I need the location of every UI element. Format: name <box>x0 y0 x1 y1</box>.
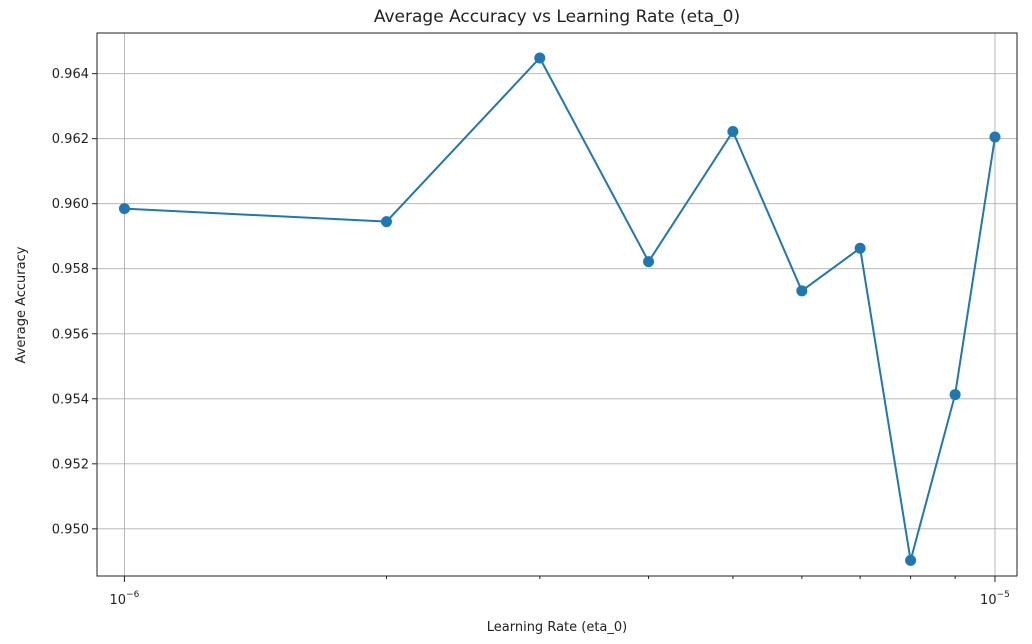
grid-lines <box>97 33 1017 576</box>
y-tick-label: 0.962 <box>52 132 89 147</box>
data-point <box>534 52 546 64</box>
data-point <box>796 285 808 297</box>
x-tick-label-exponent: −6 <box>126 590 140 600</box>
data-point <box>854 242 866 254</box>
x-tick-label: 10−6 <box>110 590 140 608</box>
x-axis: 10−6 10−5 <box>110 576 1010 608</box>
y-tick-label: 0.956 <box>52 327 89 342</box>
x-tick-label-base: 10 <box>980 593 997 608</box>
data-markers <box>118 52 1001 566</box>
x-tick-label-exponent: −5 <box>997 590 1010 600</box>
y-axis: 0.950 0.952 0.954 0.956 0.958 0.960 0.962 0.964 <box>52 67 97 537</box>
data-point <box>118 203 130 215</box>
x-tick-label-base: 10 <box>110 593 127 608</box>
y-axis-label: Average Accuracy <box>14 246 29 363</box>
x-axis-label: Learning Rate (eta_0) <box>487 620 628 635</box>
y-tick-label: 0.952 <box>52 457 89 472</box>
y-tick-label: 0.950 <box>52 522 89 537</box>
chart-title: Average Accuracy vs Learning Rate (eta_0… <box>374 7 740 27</box>
x-tick-label: 10−5 <box>980 590 1010 608</box>
y-tick-label: 0.960 <box>52 197 89 212</box>
y-tick-label: 0.954 <box>52 392 89 407</box>
y-tick-label: 0.958 <box>52 262 89 277</box>
data-point <box>643 256 655 268</box>
data-point <box>989 131 1001 143</box>
data-point <box>949 389 961 401</box>
plot-frame <box>96 32 1018 577</box>
series-line-average-accuracy <box>124 56 996 561</box>
y-tick-label: 0.964 <box>52 67 89 82</box>
data-point <box>905 554 917 566</box>
data-point <box>380 216 392 228</box>
data-point <box>727 126 739 138</box>
